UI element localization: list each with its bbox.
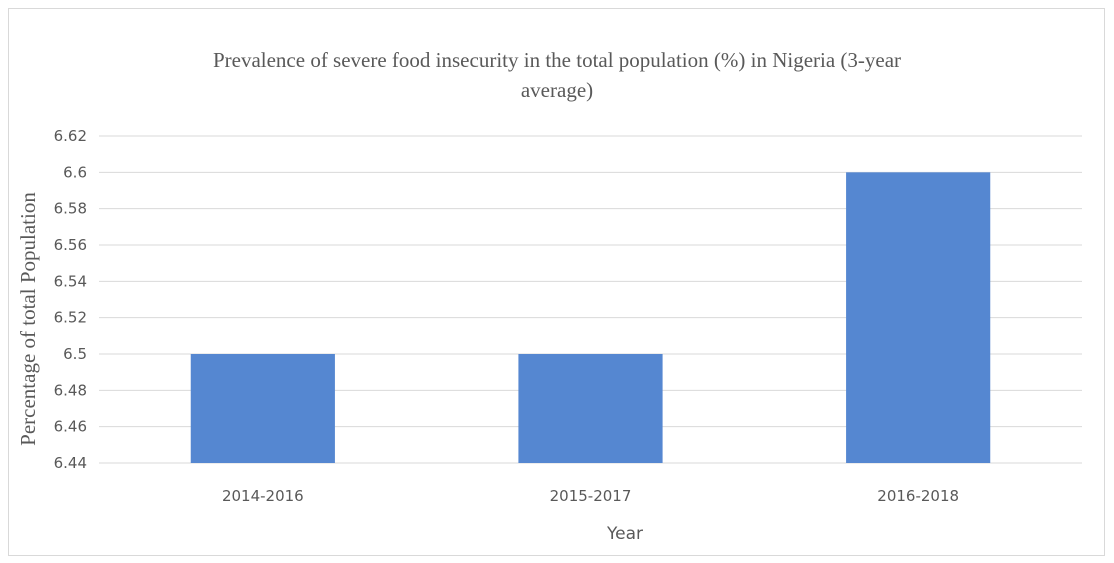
bar-2016-2018: [846, 172, 991, 464]
y-tick-label: 6.58: [54, 200, 87, 218]
y-tick-label: 6.52: [54, 309, 87, 327]
x-tick-label: 2016-2018: [877, 487, 959, 505]
x-tick-label: 2015-2017: [550, 487, 632, 505]
y-tick-label: 6.62: [54, 127, 87, 145]
bar-chart: Prevalence of severe food insecurity in …: [16, 48, 1082, 544]
y-tick-label: 6.48: [54, 381, 87, 399]
y-tick-label: 6.54: [54, 272, 87, 290]
y-axis-label: Percentage of total Population: [16, 192, 40, 446]
bars: [190, 172, 991, 464]
y-tick-label: 6.5: [63, 345, 87, 363]
x-axis-ticks: 2014-2016 2015-2017 2016-2018: [222, 487, 959, 505]
chart-title-line-2: average): [521, 78, 593, 102]
chart-frame: Prevalence of severe food insecurity in …: [8, 8, 1105, 556]
y-tick-label: 6.46: [54, 418, 87, 436]
x-tick-label: 2014-2016: [222, 487, 304, 505]
y-tick-label: 6.6: [63, 163, 87, 181]
y-axis-ticks: 6.44 6.46 6.48 6.5 6.52 6.54 6.56 6.58 6.6 6.62: [54, 127, 87, 472]
y-tick-label: 6.44: [54, 454, 87, 472]
y-tick-label: 6.56: [54, 236, 87, 254]
bar-2014-2016: [190, 354, 335, 463]
bar-2015-2017: [518, 354, 663, 463]
x-axis-label: Year: [606, 524, 643, 544]
chart-title-line-1: Prevalence of severe food insecurity in …: [213, 48, 901, 72]
